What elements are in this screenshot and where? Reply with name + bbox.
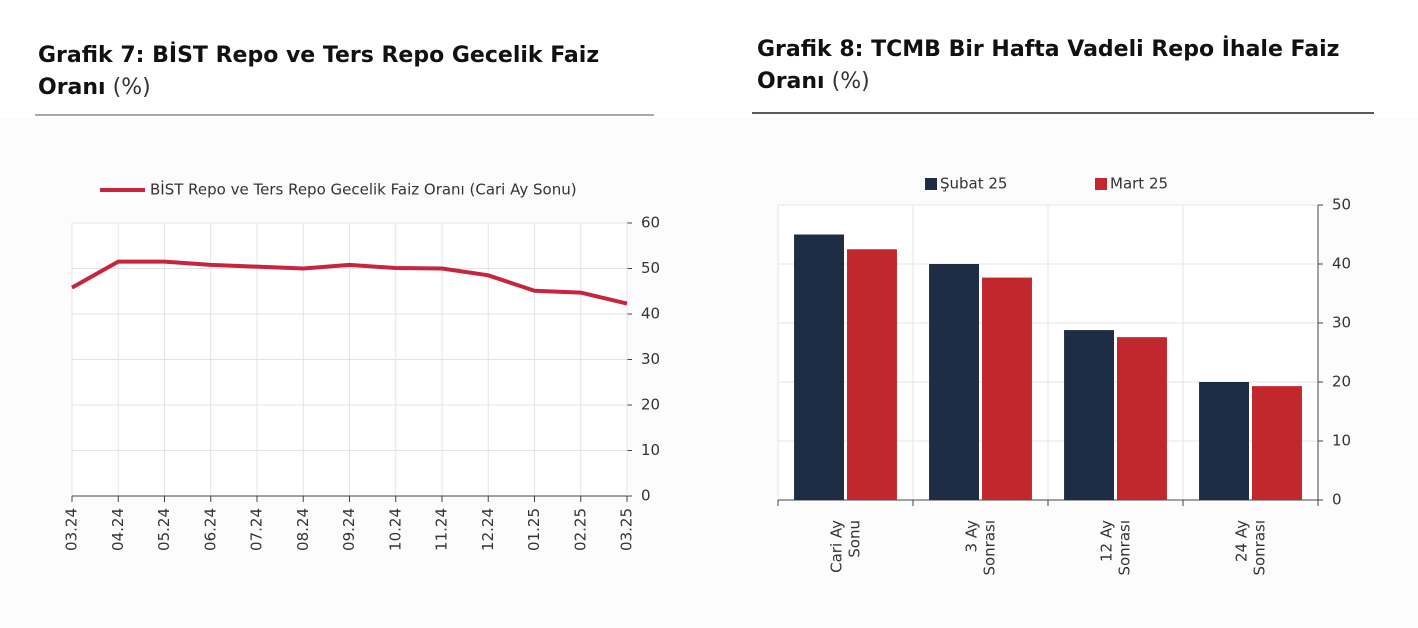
legend-swatch — [925, 178, 937, 190]
y-tick-label: 30 — [641, 350, 660, 368]
x-tick-label: 02.25 — [571, 508, 589, 551]
bar — [1117, 337, 1167, 500]
legend-label: BİST Repo ve Ters Repo Gecelik Faiz Oran… — [150, 180, 577, 199]
x-tick-label: 10.24 — [386, 508, 404, 551]
x-tick-label: 12.24 — [479, 508, 497, 551]
x-tick-label: 12 AySonrası — [1097, 520, 1133, 576]
y-tick-label: 20 — [641, 396, 660, 414]
y-tick-label: 60 — [641, 214, 660, 232]
title-text: Grafik 7: BİST Repo ve Ters Repo Gecelik… — [38, 43, 600, 100]
label-line: Sonrası — [980, 520, 998, 576]
x-tick-label: 11.24 — [433, 508, 451, 551]
label-line: Cari Ay — [827, 520, 845, 573]
bar — [847, 249, 897, 500]
label-line: Sonrası — [1115, 520, 1133, 576]
label-line: 3 Ay — [962, 520, 980, 553]
x-tick-label: 03.25 — [618, 508, 636, 551]
title-unit: (%) — [112, 75, 151, 100]
y-tick-label: 10 — [1332, 432, 1351, 450]
label-line: 24 Ay — [1232, 520, 1250, 562]
legend-swatch — [1095, 178, 1107, 190]
legend-label: Mart 25 — [1110, 175, 1168, 193]
x-tick-label: 07.24 — [248, 508, 266, 551]
x-tick-label: 04.24 — [109, 508, 127, 551]
bar — [982, 277, 1032, 500]
x-tick-label: 06.24 — [201, 508, 219, 551]
x-tick-label: 03.24 — [63, 508, 81, 551]
y-tick-label: 50 — [1332, 196, 1351, 214]
bar — [1199, 382, 1249, 500]
legend-label: Şubat 25 — [940, 175, 1007, 193]
y-tick-label: 0 — [1332, 491, 1342, 509]
title-unit: (%) — [831, 69, 870, 94]
x-tick-label: 01.25 — [525, 508, 543, 551]
label-line: Sonu — [845, 520, 863, 558]
y-tick-label: 10 — [641, 441, 660, 459]
label-line: Sonrası — [1250, 520, 1268, 576]
bar — [794, 234, 844, 500]
bar — [1064, 330, 1114, 500]
y-tick-label: 20 — [1332, 373, 1351, 391]
y-tick-label: 40 — [641, 305, 660, 323]
title-text: Grafik 8: TCMB Bir Hafta Vadeli Repo İha… — [757, 37, 1340, 94]
bar — [929, 264, 979, 500]
x-tick-label: 3 AySonrası — [962, 520, 998, 576]
y-tick-label: 30 — [1332, 314, 1351, 332]
x-tick-label: 09.24 — [340, 508, 358, 551]
line — [71, 259, 628, 306]
label-line: 12 Ay — [1097, 520, 1115, 562]
x-tick-label: 24 AySonrası — [1232, 520, 1268, 576]
y-tick-label: 0 — [641, 487, 651, 505]
chart-title: Grafik 8: TCMB Bir Hafta Vadeli Repo İha… — [757, 34, 1357, 98]
bar — [1252, 386, 1302, 500]
y-tick-label: 40 — [1332, 255, 1351, 273]
y-tick-label: 50 — [641, 259, 660, 277]
x-tick-label: 05.24 — [155, 508, 173, 551]
x-tick-label: Cari AySonu — [827, 520, 863, 573]
x-tick-label: 08.24 — [294, 508, 312, 551]
chart-title: Grafik 7: BİST Repo ve Ters Repo Gecelik… — [38, 40, 648, 104]
